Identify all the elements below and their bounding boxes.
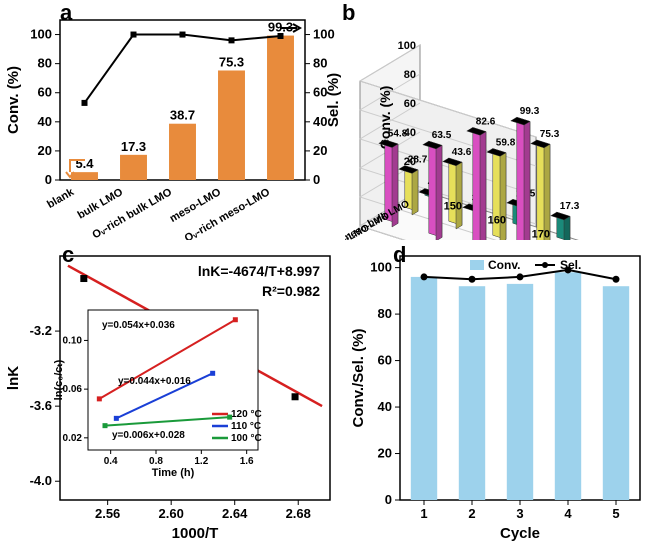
panel-c: c 2.56 2.60 2.64 2.68 -4.0 -3.6 -3.2 1000/T lnK l… — [0, 240, 345, 546]
svg-text:38.7: 38.7 — [170, 108, 195, 123]
svg-text:20: 20 — [378, 446, 392, 461]
svg-text:2.60: 2.60 — [159, 506, 184, 521]
svg-text:100: 100 — [370, 260, 392, 275]
svg-text:40: 40 — [38, 114, 52, 129]
svg-text:Sel. (%): Sel. (%) — [325, 73, 342, 127]
svg-text:2: 2 — [468, 506, 475, 521]
svg-text:54.8: 54.8 — [388, 129, 408, 140]
svg-text:80: 80 — [38, 56, 52, 71]
svg-text:75.3: 75.3 — [219, 54, 244, 69]
svg-text:lnK: lnK — [5, 366, 22, 390]
svg-text:lnK=-4674/T+8.997: lnK=-4674/T+8.997 — [198, 263, 320, 279]
svg-text:0.02: 0.02 — [63, 433, 83, 444]
svg-text:3: 3 — [516, 506, 523, 521]
svg-text:0.10: 0.10 — [63, 335, 83, 346]
svg-text:17.3: 17.3 — [121, 139, 146, 154]
chart-c: 2.56 2.60 2.64 2.68 -4.0 -3.6 -3.2 1000/T lnK lnK… — [0, 240, 345, 546]
svg-text:ln(c₀/cₜ): ln(c₀/cₜ) — [53, 359, 65, 400]
panel-b-label: b — [342, 0, 355, 26]
svg-text:R²=0.982: R²=0.982 — [262, 283, 320, 299]
svg-text:0: 0 — [313, 172, 320, 187]
svg-text:80: 80 — [313, 56, 327, 71]
svg-text:160: 160 — [488, 215, 506, 227]
svg-text:4: 4 — [564, 506, 572, 521]
svg-text:170: 170 — [532, 229, 550, 240]
panel-d: d 0 20 40 60 80 100 1 2 3 4 5 Cycle Conv./Sel. (%) Co… — [345, 240, 650, 546]
svg-text:blank: blank — [45, 186, 77, 211]
svg-text:y=0.054x+0.036: y=0.054x+0.036 — [102, 320, 175, 331]
svg-text:1.6: 1.6 — [240, 456, 254, 467]
svg-text:1.2: 1.2 — [194, 456, 208, 467]
svg-text:150: 150 — [444, 201, 462, 213]
panel-b: b 020406080100Conv. (%)4.63.716.517.328.… — [345, 0, 650, 240]
chart-a: 020406080100020406080100Conv. (%)Sel. (%… — [0, 0, 345, 240]
svg-text:100 °C: 100 °C — [231, 433, 262, 444]
svg-text:-4.0: -4.0 — [30, 473, 52, 488]
svg-text:0: 0 — [45, 172, 52, 187]
svg-text:-3.2: -3.2 — [30, 323, 52, 338]
svg-text:120 °C: 120 °C — [231, 409, 262, 420]
svg-text:5.4: 5.4 — [75, 156, 94, 171]
svg-text:82.6: 82.6 — [476, 116, 496, 127]
svg-text:2.56: 2.56 — [95, 506, 120, 521]
svg-text:63.5: 63.5 — [432, 130, 452, 141]
svg-text:Conv.: Conv. — [488, 258, 520, 272]
svg-text:Oᵥ-rich bulk LMO: Oᵥ-rich bulk LMO — [90, 186, 174, 240]
svg-text:0.06: 0.06 — [63, 384, 83, 395]
svg-text:17.3: 17.3 — [560, 201, 580, 212]
svg-text:100: 100 — [398, 40, 416, 52]
svg-text:100: 100 — [30, 27, 52, 42]
svg-text:y=0.006x+0.028: y=0.006x+0.028 — [112, 430, 185, 441]
svg-text:20: 20 — [38, 143, 52, 158]
svg-text:Sel.: Sel. — [560, 258, 581, 272]
svg-text:Conv./Sel. (%): Conv./Sel. (%) — [350, 329, 367, 428]
svg-text:Time (h): Time (h) — [152, 467, 195, 479]
svg-text:75.3: 75.3 — [540, 129, 560, 140]
svg-text:1: 1 — [420, 506, 427, 521]
svg-text:0.8: 0.8 — [149, 456, 163, 467]
svg-text:2.64: 2.64 — [222, 506, 248, 521]
panel-c-label: c — [62, 242, 74, 268]
svg-text:0.4: 0.4 — [104, 456, 118, 467]
svg-text:Cycle: Cycle — [500, 525, 540, 542]
svg-text:100: 100 — [313, 27, 335, 42]
svg-text:5: 5 — [612, 506, 619, 521]
chart-b: 020406080100Conv. (%)4.63.716.517.328.74… — [345, 0, 650, 240]
svg-text:-3.6: -3.6 — [30, 398, 52, 413]
svg-text:60: 60 — [38, 85, 52, 100]
panel-a: a 020406080100020406080100Conv. (%)Sel. … — [0, 0, 345, 240]
svg-text:2.68: 2.68 — [286, 506, 311, 521]
svg-text:28.7: 28.7 — [408, 155, 428, 166]
svg-text:60: 60 — [404, 98, 416, 110]
svg-text:20: 20 — [313, 143, 327, 158]
svg-text:59.8: 59.8 — [496, 137, 516, 148]
chart-d: 0 20 40 60 80 100 1 2 3 4 5 Cycle Conv./Sel. (%) Conv… — [345, 240, 650, 546]
svg-text:Conv. (%): Conv. (%) — [5, 66, 22, 134]
svg-text:99.3: 99.3 — [520, 106, 540, 117]
svg-text:40: 40 — [378, 399, 392, 414]
svg-text:y=0.044x+0.016: y=0.044x+0.016 — [118, 376, 191, 387]
panel-d-label: d — [393, 242, 406, 268]
svg-text:1000/T: 1000/T — [172, 525, 219, 542]
panel-a-label: a — [60, 0, 72, 26]
svg-text:60: 60 — [378, 353, 392, 368]
svg-text:110 °C: 110 °C — [231, 421, 261, 432]
svg-text:80: 80 — [404, 69, 416, 81]
svg-text:0: 0 — [385, 492, 392, 507]
svg-text:Oᵥ-rich meso-LMO: Oᵥ-rich meso-LMO — [183, 186, 273, 240]
svg-text:43.6: 43.6 — [452, 147, 472, 158]
svg-text:80: 80 — [378, 306, 392, 321]
